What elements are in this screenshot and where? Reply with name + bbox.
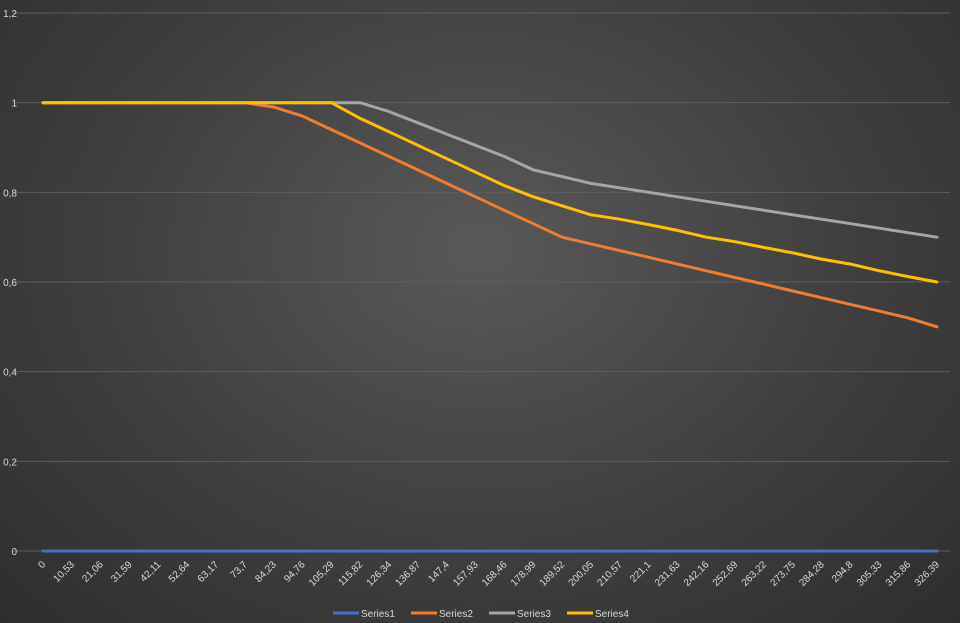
series-line-series3 xyxy=(41,101,939,239)
x-tick-label: 63,17 xyxy=(196,559,222,585)
x-tick-label: 273,75 xyxy=(769,559,799,589)
x-tick-label: 326,39 xyxy=(913,559,943,589)
y-tick-label: 0,6 xyxy=(3,278,17,289)
y-tick-label: 1,2 xyxy=(3,9,17,20)
x-tick-label: 231,63 xyxy=(653,559,683,589)
x-tick-label: 242,16 xyxy=(682,559,712,589)
x-tick-label: 178,99 xyxy=(509,559,539,589)
x-tick-label: 0 xyxy=(36,559,48,571)
x-tick-label: 10,53 xyxy=(51,559,77,585)
x-tick-label: 221,1 xyxy=(628,559,654,585)
x-tick-label: 168,46 xyxy=(480,559,510,589)
series-line-series2 xyxy=(41,101,939,329)
x-tick-label: 294,8 xyxy=(830,559,856,585)
x-axis-ticks: 0 10,53 21,06 31,59 42,11 52,64 63,17 73,7 84,23… xyxy=(36,559,942,589)
x-tick-label: 115,82 xyxy=(336,559,365,588)
y-tick-label: 0,8 xyxy=(3,188,17,199)
legend-label: Series4 xyxy=(595,609,629,620)
gridlines xyxy=(13,12,950,552)
x-tick-label: 189,52 xyxy=(538,559,568,589)
x-tick-label: 157,93 xyxy=(451,559,481,589)
x-tick-label: 42,11 xyxy=(139,559,164,584)
x-tick-label: 84,23 xyxy=(253,559,279,585)
x-tick-label: 315,86 xyxy=(884,559,914,589)
x-tick-label: 105,29 xyxy=(307,559,337,589)
x-tick-label: 200,05 xyxy=(567,559,597,589)
x-tick-label: 284,28 xyxy=(797,559,827,589)
x-tick-label: 210,57 xyxy=(595,559,625,589)
x-tick-label: 94,76 xyxy=(282,559,308,585)
x-tick-label: 73,7 xyxy=(228,559,250,581)
series-lines xyxy=(41,101,939,553)
x-tick-label: 31,59 xyxy=(109,559,135,585)
legend-label: Series3 xyxy=(517,609,551,620)
y-tick-label: 0 xyxy=(11,547,17,558)
y-tick-label: 0,2 xyxy=(3,457,17,468)
x-tick-label: 147,4 xyxy=(426,559,452,585)
series-line-series4 xyxy=(41,101,939,284)
x-tick-label: 305,33 xyxy=(855,559,885,589)
legend-label: Series2 xyxy=(439,609,473,620)
y-tick-label: 0,4 xyxy=(3,368,17,379)
x-tick-label: 252,69 xyxy=(711,559,741,589)
legend-label: Series1 xyxy=(361,609,395,620)
x-tick-label: 52,64 xyxy=(167,559,193,585)
y-axis-ticks: 0 0,2 0,4 0,6 0,8 1 1,2 xyxy=(3,9,17,558)
y-tick-label: 1 xyxy=(11,99,17,110)
x-tick-label: 263,22 xyxy=(740,559,770,589)
x-tick-label: 21,06 xyxy=(80,559,106,585)
x-tick-label: 126,34 xyxy=(365,559,395,589)
legend: Series1 Series2 Series3 Series4 xyxy=(333,609,629,620)
x-tick-label: 136,87 xyxy=(394,559,424,589)
